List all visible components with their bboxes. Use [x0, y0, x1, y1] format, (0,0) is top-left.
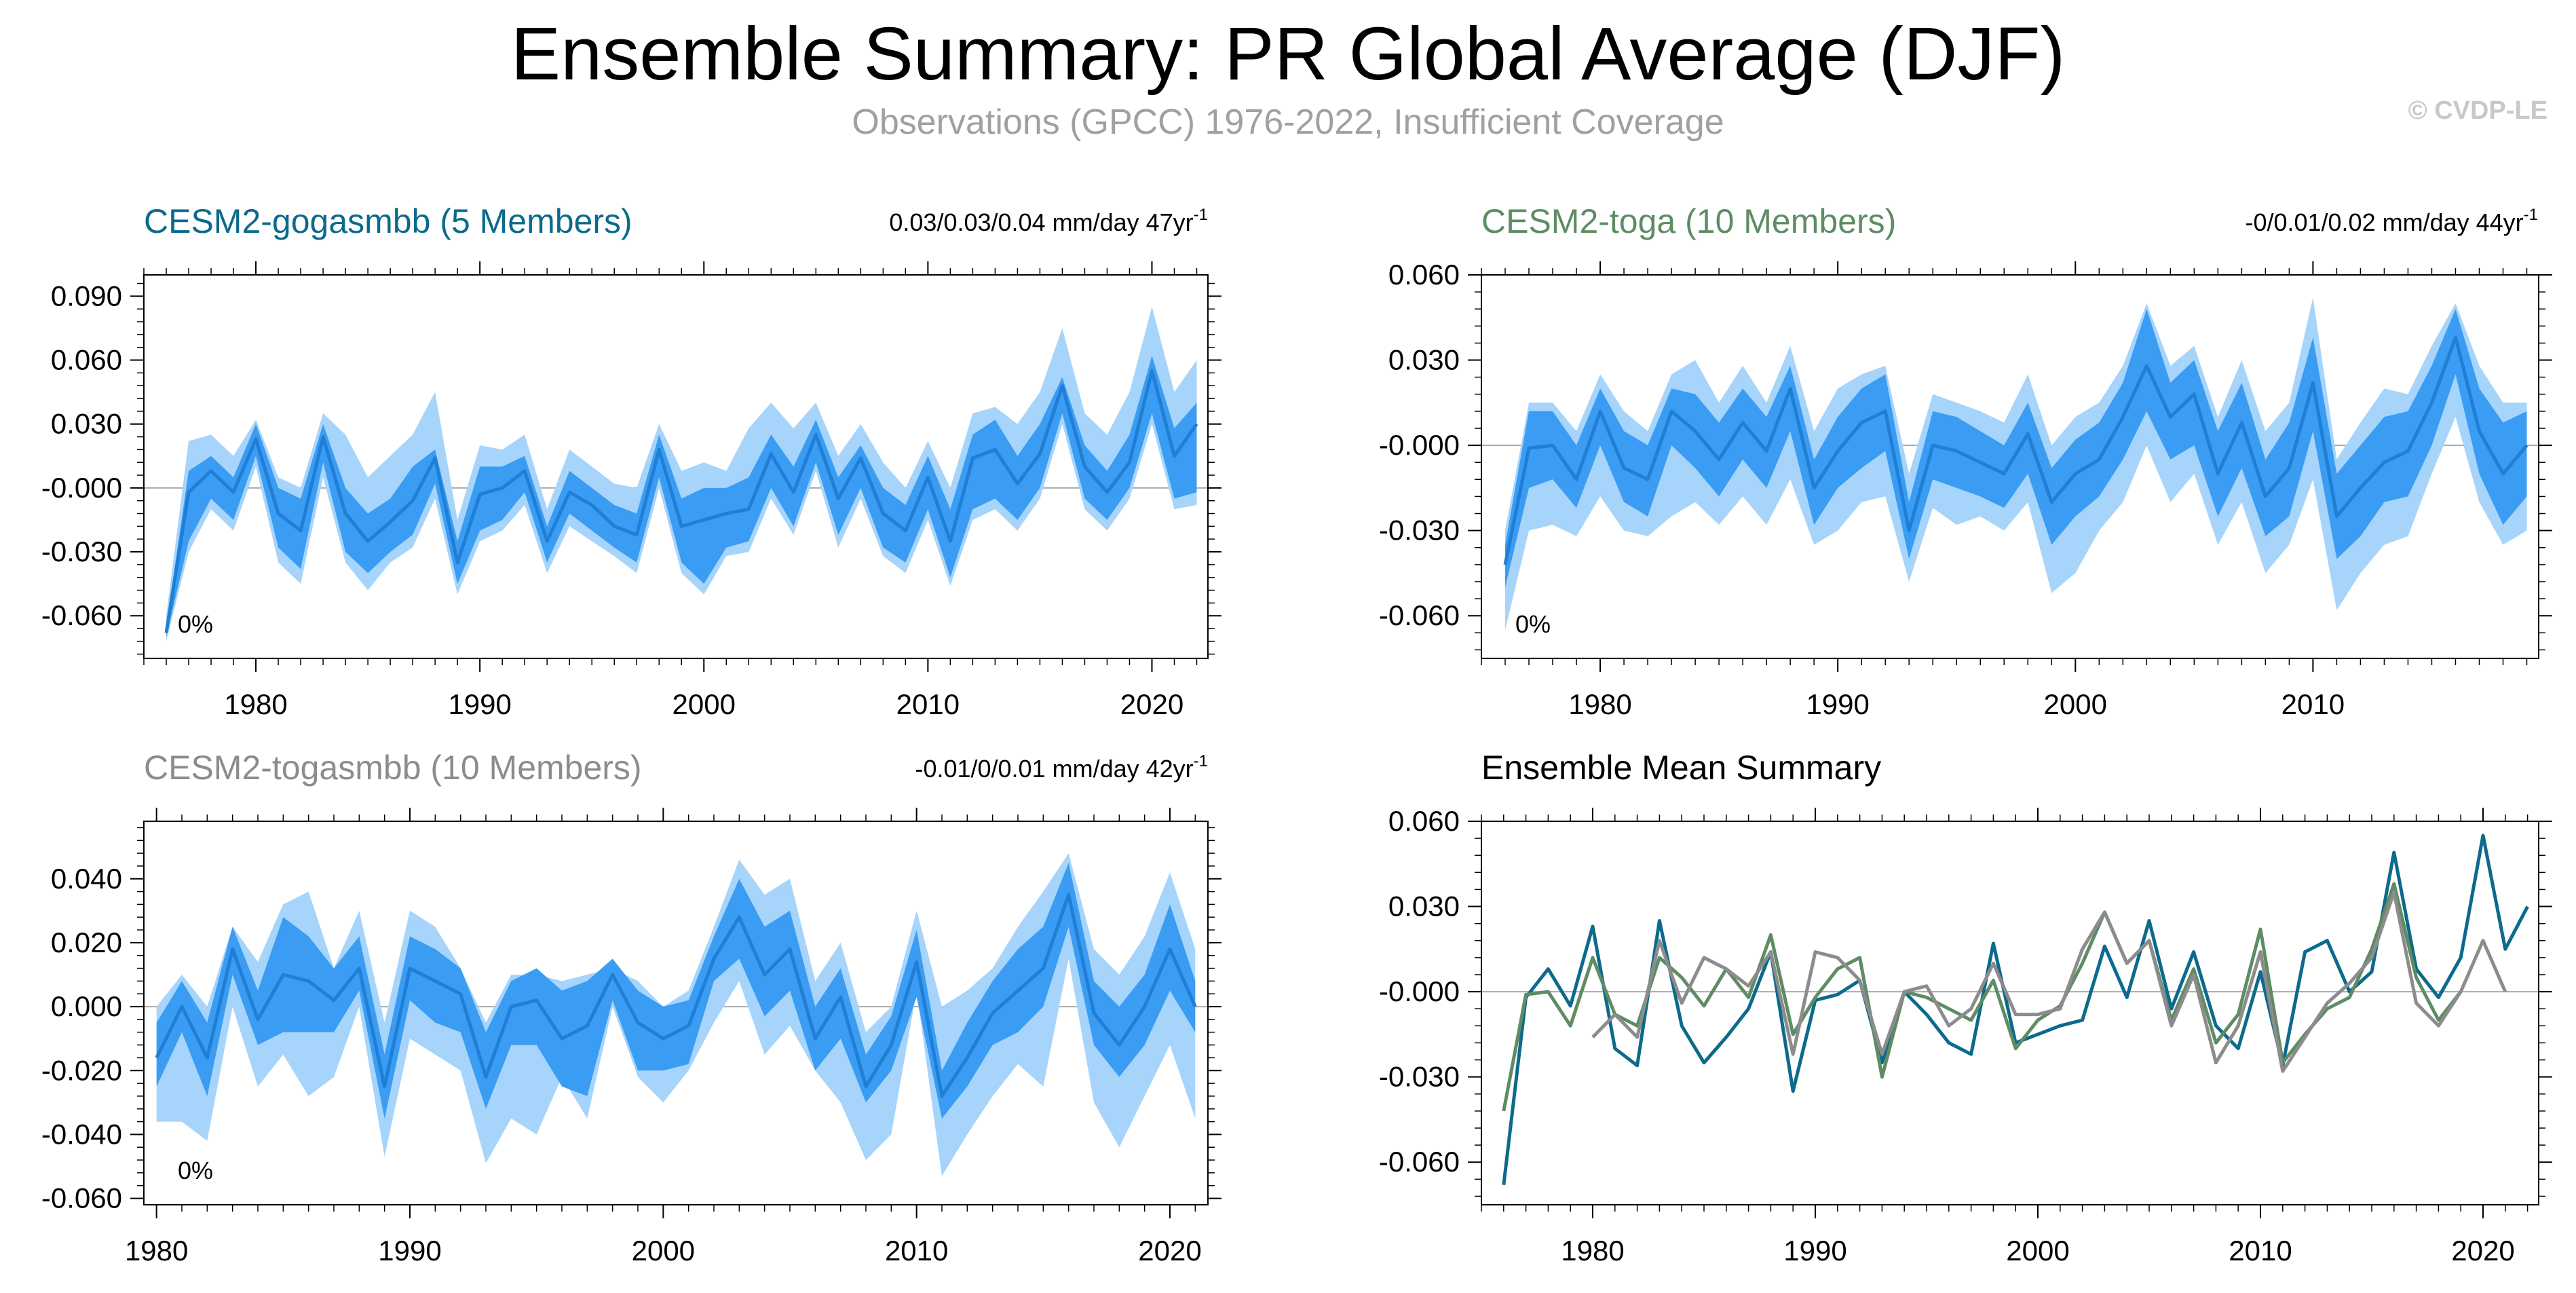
- y-tick-label: 0.030: [51, 408, 122, 440]
- panel-title: CESM2-togasmbb (10 Members): [144, 749, 642, 787]
- x-tick-label: 2000: [632, 1235, 695, 1267]
- y-tick-label: 0.000: [51, 990, 122, 1022]
- series-line-cesm2-gogasmbb: [1502, 833, 2529, 1185]
- x-tick-label: 2020: [2451, 1235, 2514, 1267]
- y-tick-label: -0.030: [1379, 1061, 1460, 1093]
- y-tick-label: 0.090: [51, 280, 122, 312]
- y-tick-label: -0.060: [41, 599, 122, 631]
- plot-area: 0% -0.060 -0.030 -0.000 0.030 0.060 1980 1990 20…: [1379, 259, 2552, 720]
- y-tick-label: 0.030: [1388, 891, 1460, 922]
- page-subtitle: Observations (GPCC) 1976-2022, Insuffici…: [852, 102, 1724, 142]
- watermark: © CVDP-LE: [2408, 96, 2547, 125]
- series-line-cesm2-togasmbb: [1591, 891, 2507, 1073]
- panel-stats: 0.03/0.03/0.04 mm/day 47yr-1: [889, 206, 1208, 236]
- x-tick-label: 2000: [2044, 688, 2107, 720]
- x-tick-label: 1980: [125, 1235, 188, 1267]
- y-tick-label: 0.060: [51, 344, 122, 376]
- x-tick-label: 2010: [885, 1235, 948, 1267]
- panel-title: CESM2-gogasmbb (5 Members): [144, 202, 632, 240]
- inner-range-band: [166, 356, 1197, 637]
- x-tick-label: 2010: [2229, 1235, 2292, 1267]
- x-tick-label: 1980: [1568, 688, 1631, 720]
- y-tick-label: -0.060: [41, 1182, 122, 1214]
- y-tick-label: -0.030: [41, 536, 122, 567]
- x-tick-label: 1990: [448, 688, 511, 720]
- y-tick-label: 0.030: [1388, 344, 1460, 376]
- plot-area: 0% -0.060 -0.030 -0.000 0.030 0.060 0.090 1980 1…: [41, 261, 1221, 720]
- x-tick-label: 1990: [1783, 1235, 1846, 1267]
- y-tick-label: -0.020: [41, 1054, 122, 1086]
- percent-label: 0%: [178, 1157, 213, 1184]
- y-tick-label: 0.040: [51, 863, 122, 895]
- x-tick-label: 1980: [224, 688, 287, 720]
- x-tick-label: 2000: [673, 688, 736, 720]
- x-tick-label: 1980: [1561, 1235, 1624, 1267]
- y-tick-label: 0.020: [51, 926, 122, 958]
- ensemble-mean-line: [155, 893, 1197, 1098]
- page-title: Ensemble Summary: PR Global Average (DJF…: [510, 12, 2066, 96]
- plot-area: -0.060 -0.030 -0.000 0.030 0.060 1980 1990 2000…: [1379, 805, 2552, 1267]
- y-tick-label: 0.060: [1388, 805, 1460, 837]
- outer-range-band: [166, 307, 1197, 641]
- x-tick-label: 2020: [1138, 1235, 1201, 1267]
- plot-frame: [1481, 821, 2539, 1205]
- x-tick-label: 1990: [1806, 688, 1869, 720]
- x-tick-label: 2010: [896, 688, 960, 720]
- y-tick-label: -0.000: [1379, 975, 1460, 1007]
- x-tick-label: 2010: [2281, 688, 2345, 720]
- inner-range-band: [1505, 309, 2527, 588]
- y-tick-label: -0.000: [1379, 429, 1460, 461]
- ensemble-mean-line: [1503, 335, 2528, 565]
- ensemble-mean-line: [164, 369, 1198, 633]
- y-tick-label: -0.030: [1379, 514, 1460, 546]
- y-tick-label: 0.060: [1388, 259, 1460, 291]
- x-tick-label: 2020: [1120, 688, 1183, 720]
- chart-panel-gogasmbb: CESM2-gogasmbb (5 Members) 0.03/0.03/0.0…: [41, 202, 1221, 720]
- panel-title: Ensemble Mean Summary: [1481, 749, 1881, 787]
- panel-stats: -0/0.01/0.02 mm/day 44yr-1: [2245, 206, 2538, 236]
- y-tick-label: -0.060: [1379, 599, 1460, 631]
- plot-area: 0% -0.060 -0.040 -0.020 0.000 0.020 0.040 1980 1…: [41, 808, 1221, 1267]
- chart-panel-ensemble-mean: Ensemble Mean Summary -0.060 -0.030 -0.000…: [1379, 749, 2552, 1267]
- chart-panel-toga: CESM2-toga (10 Members) -0/0.01/0.02 mm/…: [1379, 202, 2552, 720]
- plot-frame: [143, 821, 1209, 1205]
- percent-label: 0%: [1515, 610, 1551, 638]
- plot-frame: [1481, 274, 2539, 659]
- y-tick-label: -0.060: [1379, 1146, 1460, 1178]
- x-tick-label: 1990: [378, 1235, 441, 1267]
- x-tick-label: 2000: [2006, 1235, 2069, 1267]
- percent-label: 0%: [178, 610, 213, 638]
- y-tick-label: -0.000: [41, 472, 122, 504]
- chart-panel-togasmbb: CESM2-togasmbb (10 Members) -0.01/0/0.01…: [41, 749, 1221, 1267]
- y-tick-label: -0.040: [41, 1118, 122, 1150]
- panel-title: CESM2-toga (10 Members): [1481, 202, 1896, 240]
- plot-frame: [143, 274, 1209, 659]
- panel-stats: -0.01/0/0.01 mm/day 42yr-1: [915, 752, 1208, 783]
- series-line-cesm2-toga: [1502, 882, 2463, 1112]
